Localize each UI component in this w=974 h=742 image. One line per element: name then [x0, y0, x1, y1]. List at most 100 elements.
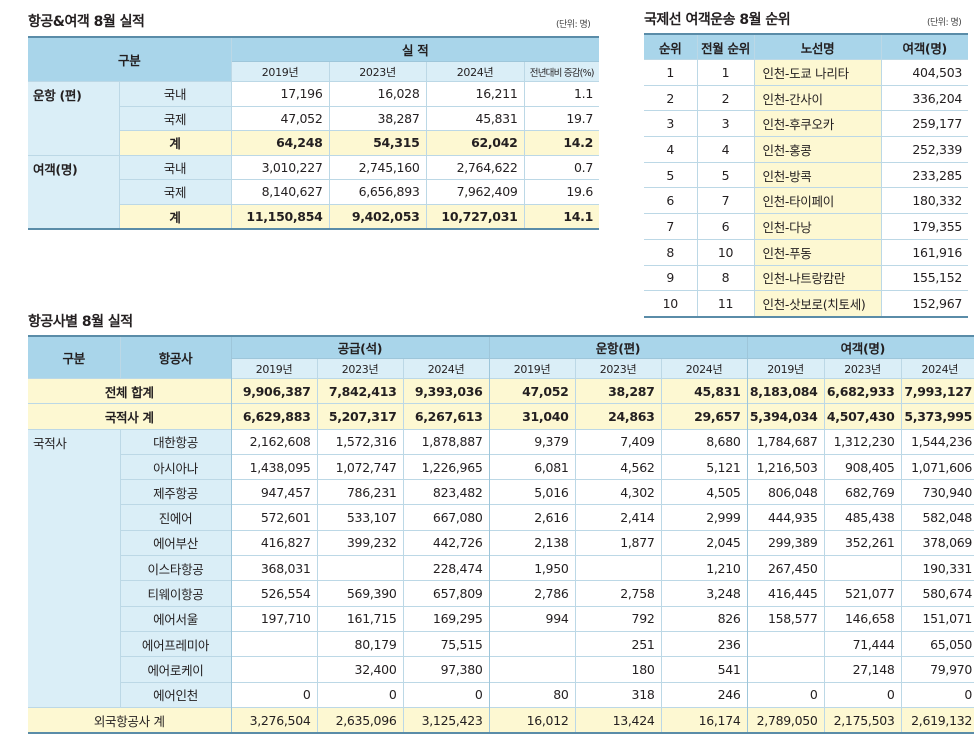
cell-value: 4,505 [660, 479, 748, 505]
header-category: 구분 [28, 336, 120, 379]
row-sub-label: 국내 [118, 81, 231, 106]
cell-value: 80,179 [316, 630, 403, 657]
cell-value: 2,414 [574, 504, 662, 531]
cell-value: 541 [660, 656, 748, 683]
header-year: 2024년 [660, 358, 748, 379]
prev-rank-cell: 1 [696, 59, 754, 86]
cell-value: 38,287 [328, 105, 426, 131]
ranking-row: 6 7 인천-타이페이 180,332 [644, 187, 968, 214]
cell-value: 197,710 [230, 605, 317, 632]
cell-value: 9,379 [488, 428, 576, 455]
airline-name: 티웨이항공 [119, 580, 231, 607]
cell-value: 65,050 [900, 630, 974, 657]
airline-name: 아시아나 [119, 453, 231, 480]
cell-value [574, 555, 662, 581]
cell-value: 2,764,622 [425, 154, 524, 180]
airline-name: 에어프레미아 [119, 630, 231, 657]
cell-value: 947,457 [230, 479, 317, 505]
header-route: 노선명 [753, 34, 881, 60]
cell-value: 9,402,053 [328, 203, 426, 229]
domestic-total-row: 국적사 계 6,629,883 5,207,317 6,267,613 31,040 24… [28, 403, 974, 430]
cell-value: 10,727,031 [425, 203, 524, 229]
header-year: 2024년 [402, 358, 490, 379]
cell-value: 1,312,230 [823, 428, 902, 455]
cell-value: 352,261 [823, 529, 902, 556]
ranking-row: 4 4 인천-홍콩 252,339 [644, 136, 968, 163]
airline-name: 이스타항공 [119, 555, 231, 581]
header-group: 실 적 [230, 37, 600, 62]
cell-value: 1,950 [488, 555, 576, 581]
cell-value: 378,069 [900, 529, 974, 556]
cell-value: 64,248 [230, 130, 329, 155]
cell-value: 6,682,933 [823, 377, 902, 404]
cell-value: 2,616 [488, 504, 576, 531]
cell-value: 31,040 [488, 403, 576, 430]
cell-value: 5,016 [488, 479, 576, 505]
prev-rank-cell: 7 [696, 187, 754, 214]
foreign-total-row: 외국항공사 계 3,276,504 2,635,096 3,125,423 16,012… [28, 706, 974, 734]
cell-value: 3,125,423 [402, 706, 490, 734]
cell-value: 2,635,096 [316, 706, 403, 734]
cell-value: 4,302 [574, 479, 662, 505]
cell-value: 11,150,854 [230, 203, 329, 229]
cell-value: 806,048 [746, 479, 825, 505]
cell-value: 442,726 [402, 529, 490, 556]
cell-value: 1,226,965 [402, 453, 490, 480]
row-sub-label: 계 [118, 130, 231, 155]
cell-value: 45,831 [660, 377, 748, 404]
section2-unit: (단위: 명) [927, 18, 962, 28]
cell-value: 3,010,227 [230, 154, 329, 180]
cell-value: 80 [488, 681, 576, 708]
cell-value: 0 [823, 681, 902, 708]
passenger-count-cell: 155,152 [880, 264, 968, 291]
cell-value: 444,935 [746, 504, 825, 531]
header-year: 2019년 [746, 358, 825, 379]
passenger-count-cell: 179,355 [880, 213, 968, 240]
cell-value: 6,656,893 [328, 179, 426, 204]
header-change: 전년대비 증감(%) [523, 61, 600, 82]
cell-value [823, 555, 902, 581]
header-year: 2019년 [488, 358, 576, 379]
header-supply: 공급(석) [230, 336, 490, 359]
cell-value [488, 630, 576, 657]
route-name-cell: 인천-다낭 [753, 213, 881, 240]
cell-value: 236 [660, 630, 748, 657]
cell-value: 3,248 [660, 580, 748, 607]
cell-value: 8,140,627 [230, 179, 329, 204]
cell-value: 2,999 [660, 504, 748, 531]
rank-cell: 5 [644, 161, 697, 188]
cell-value: 0 [746, 681, 825, 708]
cell-value [746, 630, 825, 657]
cell-value: 246 [660, 681, 748, 708]
rank-cell: 9 [644, 264, 697, 291]
cell-value: 2,175,503 [823, 706, 902, 734]
airline-name: 에어로케이 [119, 656, 231, 683]
cell-value: 47,052 [488, 377, 576, 404]
cell-value: 580,674 [900, 580, 974, 607]
cell-value: 5,394,034 [746, 403, 825, 430]
cell-value: 657,809 [402, 580, 490, 607]
rank-cell: 1 [644, 59, 697, 86]
cell-value: 13,424 [574, 706, 662, 734]
cell-value: 47,052 [230, 105, 329, 131]
cell-value: 2,138 [488, 529, 576, 556]
cell-value [230, 656, 317, 683]
header-year: 2024년 [425, 61, 524, 82]
cell-value: 682,769 [823, 479, 902, 505]
cell-value: 2,045 [660, 529, 748, 556]
ranking-row: 8 10 인천-푸동 161,916 [644, 238, 968, 265]
airline-row: 에어프레미아 80,179 75,515 251 236 71,444 65,050 [28, 630, 974, 657]
cell-value: 1,572,316 [316, 428, 403, 455]
cell-value: 1,784,687 [746, 428, 825, 455]
cell-value: 908,405 [823, 453, 902, 480]
header-year: 2023년 [823, 358, 902, 379]
cell-value [230, 630, 317, 657]
route-name-cell: 인천-후쿠오카 [753, 110, 881, 137]
airline-name: 진에어 [119, 504, 231, 531]
cell-value: 4,507,430 [823, 403, 902, 430]
cell-value: 416,445 [746, 580, 825, 607]
prev-rank-cell: 5 [696, 161, 754, 188]
header-year: 2023년 [316, 358, 403, 379]
cell-value: 533,107 [316, 504, 403, 531]
cell-value: 75,515 [402, 630, 490, 657]
